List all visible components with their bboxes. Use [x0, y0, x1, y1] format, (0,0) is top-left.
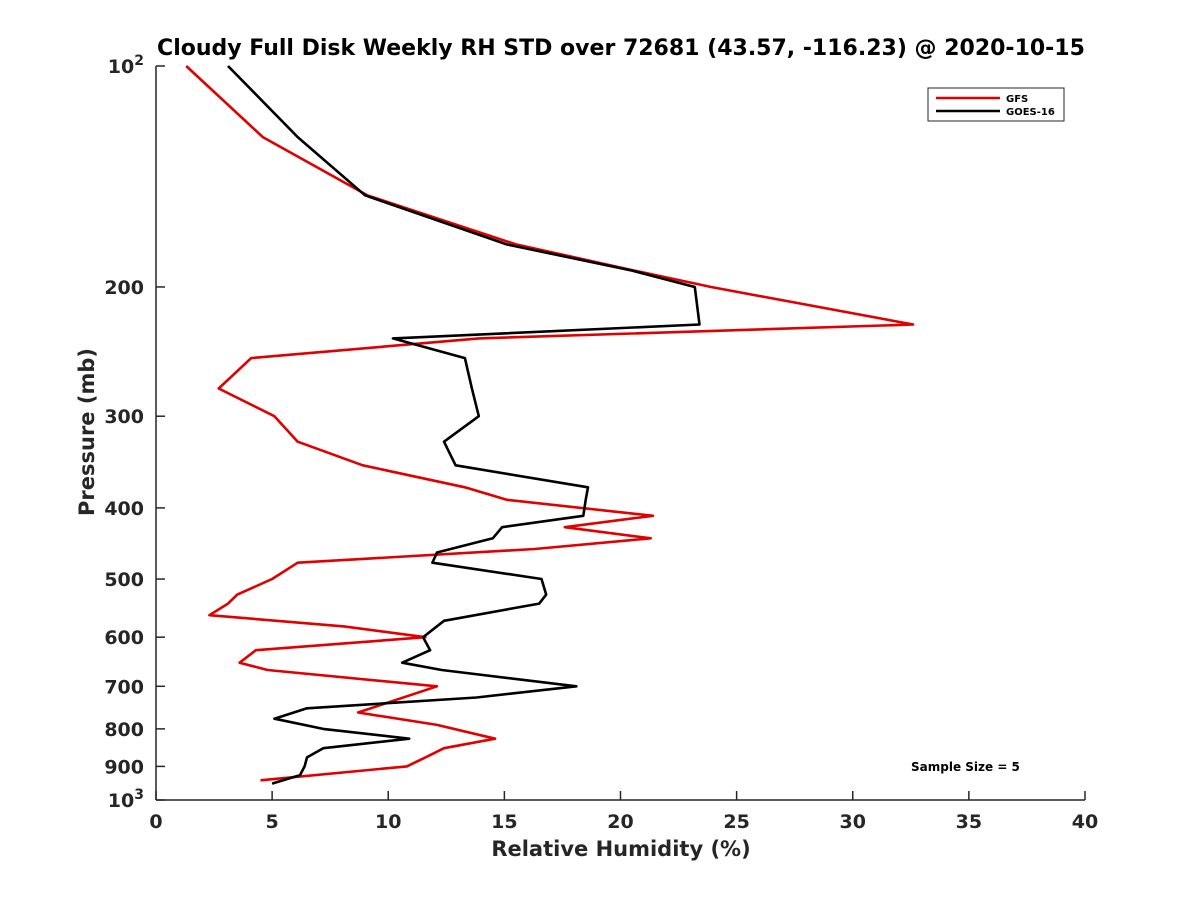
chart-title: Cloudy Full Disk Weekly RH STD over 7268… — [157, 36, 1085, 61]
axes-layer: 0 5 10 15 20 25 30 35 40 102 200 300 400 500 600 700 800… — [104, 53, 1098, 833]
x-tick-label: 10 — [375, 811, 401, 833]
y-tick-label: 700 — [104, 676, 144, 698]
x-tick-label: 35 — [956, 811, 982, 833]
y-tick-label: 103 — [108, 787, 144, 812]
y-tick-label: 900 — [104, 756, 144, 778]
legend-box — [927, 87, 1065, 122]
x-tick-label: 5 — [266, 811, 279, 833]
x-axis-title: Relative Humidity (%) — [491, 837, 750, 861]
y-axis-title: Pressure (mb) — [75, 348, 99, 516]
x-tick-label: 40 — [1072, 811, 1098, 833]
legend-label: GFS — [1006, 94, 1028, 105]
legend: GFS GOES-16 — [927, 87, 1065, 122]
series-line-gfs — [185, 65, 915, 782]
x-tick-label: 15 — [491, 811, 517, 833]
series-layer — [185, 65, 915, 785]
series-line-goes-16 — [227, 65, 701, 785]
y-tick-label: 800 — [104, 719, 144, 741]
x-tick-label: 25 — [723, 811, 749, 833]
y-tick-label: 102 — [108, 53, 144, 78]
x-tick-label: 20 — [607, 811, 633, 833]
y-tick-label: 600 — [104, 627, 144, 649]
y-tick-label: 400 — [104, 498, 144, 520]
sample-size-annotation: Sample Size = 5 — [911, 760, 1020, 774]
legend-label: GOES-16 — [1006, 107, 1055, 118]
y-tick-label: 300 — [104, 406, 144, 428]
x-tick-label: 30 — [840, 811, 866, 833]
x-tick-label: 0 — [149, 811, 162, 833]
y-tick-label: 200 — [104, 277, 144, 299]
y-tick-label: 500 — [104, 569, 144, 591]
